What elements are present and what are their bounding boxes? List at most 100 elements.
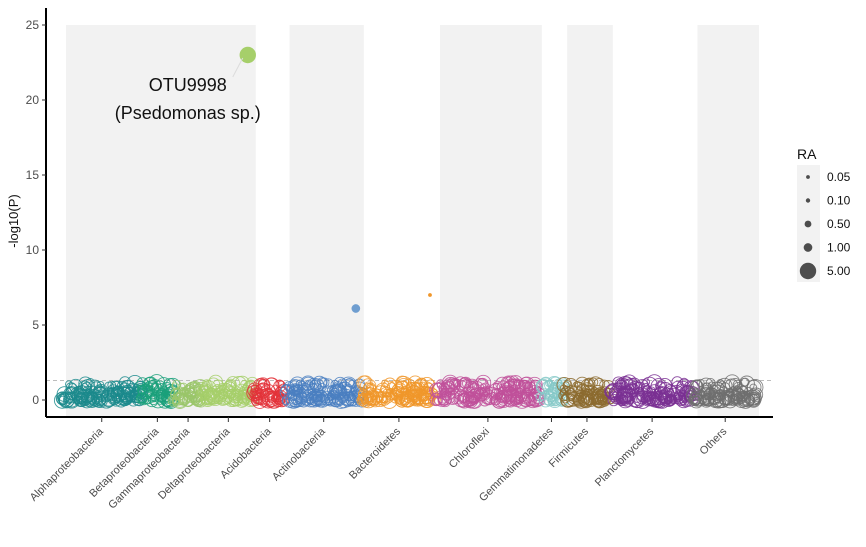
otu-point [719,394,732,407]
otu-point [666,393,677,404]
otu-point [686,387,703,404]
otu-point [306,396,316,405]
otu-point [155,390,168,403]
otu-point [74,391,84,401]
otu-point [673,392,686,405]
otu-point [330,379,340,389]
otu-point [223,384,237,399]
otu-point [332,393,346,407]
shaded-band-5 [697,25,759,418]
otu-point [285,392,302,409]
legend-size-key [806,175,810,179]
otu-point [739,392,749,402]
otu-point [522,381,531,390]
otu-point [239,387,247,396]
otu-point [362,383,375,395]
otu-point [333,376,347,391]
otu-point [621,387,636,403]
y-tick-label: 25 [26,18,40,32]
otu-point [348,379,356,388]
otu-point [207,391,221,405]
otu-point [707,387,719,399]
otu-point [562,390,579,408]
otu-point [609,388,621,401]
otu-point [668,384,685,401]
otu-point [232,395,241,404]
legend-size-key [803,243,813,252]
otu-point [663,396,672,405]
otu-point [409,382,424,397]
otu-point [199,391,207,399]
otu-point [363,381,374,392]
otu-point [56,386,73,402]
otu-point [646,374,663,390]
otu-point [710,392,727,409]
otu-point [119,393,128,401]
otu-point [270,394,279,402]
y-tick-label: 5 [32,318,39,332]
otu-point [336,393,352,409]
x-tick-label: Chloroflexi [447,426,492,471]
otu-point [708,395,718,406]
otu-point [655,380,666,392]
legend-title: RA [797,146,817,162]
otu-point [125,395,133,403]
otu-point [356,394,368,406]
otu-point [211,384,224,396]
otu-point [224,379,237,392]
otu-point [356,375,372,391]
annotation-connector [232,57,244,78]
otu-point [137,383,154,400]
otu-point [527,394,536,402]
highlighted-otu-point [351,304,361,313]
otu-point [613,396,621,404]
otu-point [250,384,260,393]
otu-point [628,392,644,408]
x-tick-label: Others [698,425,730,457]
shaded-band-4 [567,25,613,418]
x-tick-label: Planctomycetes [593,425,657,489]
otu-point [339,394,348,402]
otu-point [661,391,670,400]
otu-point [746,379,762,395]
otu-point [222,394,232,405]
otu-point [53,392,71,409]
otu-point [144,376,158,390]
otu-point [559,384,569,394]
otu-point [496,380,510,393]
otu-point [575,396,584,405]
x-axis-ticks: AlphaproteobacteriaBetaproteobacteriaGam… [28,417,730,512]
highlighted-points [239,46,432,313]
otu-point [456,377,474,395]
otu-point [281,396,291,406]
otu-point [429,392,444,407]
otu-point [207,377,220,391]
otu-point [641,385,653,397]
otu-point [357,386,375,403]
otu-point [467,380,476,389]
otu-point [442,377,459,393]
otu-point [543,393,557,407]
otu-point [729,395,739,405]
otu-point [247,382,263,398]
otu-point [445,390,460,405]
otu-point [716,377,733,394]
otu-point [535,391,546,402]
annotation-otu-label: OTU9998 [149,75,227,95]
otu-point [732,379,743,390]
otu-point [560,392,576,408]
otu-point [580,378,595,392]
legend-item-label: 0.50 [827,217,851,231]
highlighted-otu-point [428,293,432,297]
otu-point [92,389,109,405]
otu-point [217,396,226,405]
otu-point [618,394,629,405]
otu-point [527,393,541,407]
otu-point [79,388,95,404]
otu-point [410,391,425,406]
otu-point [691,396,701,405]
otu-point [308,390,325,407]
otu-point [696,378,705,387]
otu-point [544,391,554,401]
